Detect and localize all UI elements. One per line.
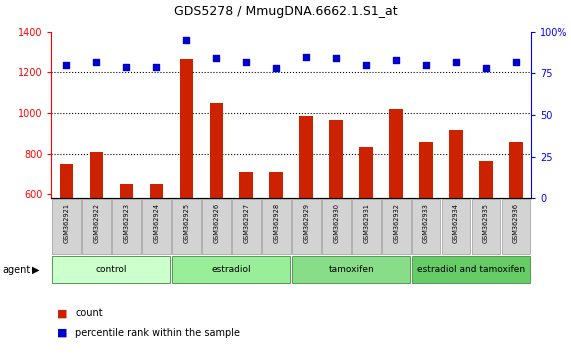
FancyBboxPatch shape xyxy=(412,199,440,254)
Text: GSM362921: GSM362921 xyxy=(63,203,70,243)
Bar xyxy=(270,172,283,198)
Bar xyxy=(479,161,493,198)
Bar xyxy=(509,142,523,198)
FancyBboxPatch shape xyxy=(262,199,291,254)
Text: GSM362923: GSM362923 xyxy=(123,203,130,243)
Point xyxy=(332,56,341,61)
FancyBboxPatch shape xyxy=(322,199,351,254)
FancyBboxPatch shape xyxy=(202,199,231,254)
Text: ▶: ▶ xyxy=(32,265,39,275)
FancyBboxPatch shape xyxy=(172,199,200,254)
Text: GDS5278 / MmugDNA.6662.1.S1_at: GDS5278 / MmugDNA.6662.1.S1_at xyxy=(174,5,397,18)
Bar xyxy=(329,120,343,198)
FancyBboxPatch shape xyxy=(82,199,111,254)
Text: GSM362925: GSM362925 xyxy=(183,203,190,243)
Point xyxy=(212,56,221,61)
Text: estradiol: estradiol xyxy=(211,266,251,274)
Bar xyxy=(359,147,373,198)
FancyBboxPatch shape xyxy=(232,199,260,254)
Text: GSM362926: GSM362926 xyxy=(213,203,219,243)
Point xyxy=(452,59,461,65)
Bar xyxy=(239,172,253,198)
Bar xyxy=(119,184,133,198)
Point xyxy=(272,65,281,71)
FancyBboxPatch shape xyxy=(53,256,170,284)
FancyBboxPatch shape xyxy=(502,199,530,254)
Bar xyxy=(90,152,103,198)
Text: tamoxifen: tamoxifen xyxy=(328,266,374,274)
Point xyxy=(361,62,371,68)
FancyBboxPatch shape xyxy=(292,199,320,254)
Text: percentile rank within the sample: percentile rank within the sample xyxy=(75,328,240,338)
Bar xyxy=(210,103,223,198)
Text: GSM362932: GSM362932 xyxy=(393,203,399,243)
FancyBboxPatch shape xyxy=(112,199,140,254)
FancyBboxPatch shape xyxy=(172,256,290,284)
Text: ■: ■ xyxy=(57,308,67,318)
Point xyxy=(122,64,131,70)
Text: GSM362922: GSM362922 xyxy=(93,203,99,243)
Text: GSM362934: GSM362934 xyxy=(453,203,459,243)
Point xyxy=(92,59,101,65)
FancyBboxPatch shape xyxy=(52,199,81,254)
Text: estradiol and tamoxifen: estradiol and tamoxifen xyxy=(417,266,525,274)
Point xyxy=(182,37,191,43)
FancyBboxPatch shape xyxy=(472,199,500,254)
Text: GSM362936: GSM362936 xyxy=(513,203,519,243)
Text: count: count xyxy=(75,308,103,318)
Point xyxy=(301,54,311,59)
Text: GSM362929: GSM362929 xyxy=(303,203,309,243)
Text: GSM362928: GSM362928 xyxy=(273,203,279,243)
Point xyxy=(481,65,490,71)
FancyBboxPatch shape xyxy=(412,256,530,284)
Text: GSM362931: GSM362931 xyxy=(363,203,369,242)
Bar xyxy=(419,142,433,198)
Text: control: control xyxy=(95,266,127,274)
FancyBboxPatch shape xyxy=(292,256,410,284)
FancyBboxPatch shape xyxy=(352,199,380,254)
Point xyxy=(62,62,71,68)
Text: GSM362927: GSM362927 xyxy=(243,203,250,243)
Text: agent: agent xyxy=(3,265,31,275)
Text: GSM362935: GSM362935 xyxy=(483,203,489,243)
Bar xyxy=(389,109,403,198)
FancyBboxPatch shape xyxy=(382,199,411,254)
Point xyxy=(421,62,431,68)
FancyBboxPatch shape xyxy=(142,199,171,254)
Text: GSM362933: GSM362933 xyxy=(423,203,429,242)
Text: ■: ■ xyxy=(57,328,67,338)
Text: GSM362930: GSM362930 xyxy=(333,203,339,243)
Point xyxy=(512,59,521,65)
Point xyxy=(242,59,251,65)
Bar xyxy=(299,116,313,198)
Bar xyxy=(449,130,463,198)
Bar xyxy=(59,164,73,198)
Bar xyxy=(179,59,193,198)
Point xyxy=(392,57,401,63)
FancyBboxPatch shape xyxy=(442,199,471,254)
Bar xyxy=(150,184,163,198)
Text: GSM362924: GSM362924 xyxy=(153,203,159,243)
Point xyxy=(152,64,161,70)
